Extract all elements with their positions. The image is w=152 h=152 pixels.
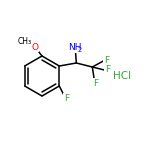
Text: CH₃: CH₃ [18, 38, 32, 47]
Text: O: O [31, 43, 38, 52]
Text: F: F [104, 56, 109, 65]
Text: F: F [64, 93, 69, 102]
Text: 2: 2 [78, 47, 82, 52]
Text: NH: NH [69, 43, 82, 52]
Text: F: F [93, 78, 98, 88]
Text: F: F [105, 65, 110, 74]
Text: HCl: HCl [113, 71, 131, 81]
